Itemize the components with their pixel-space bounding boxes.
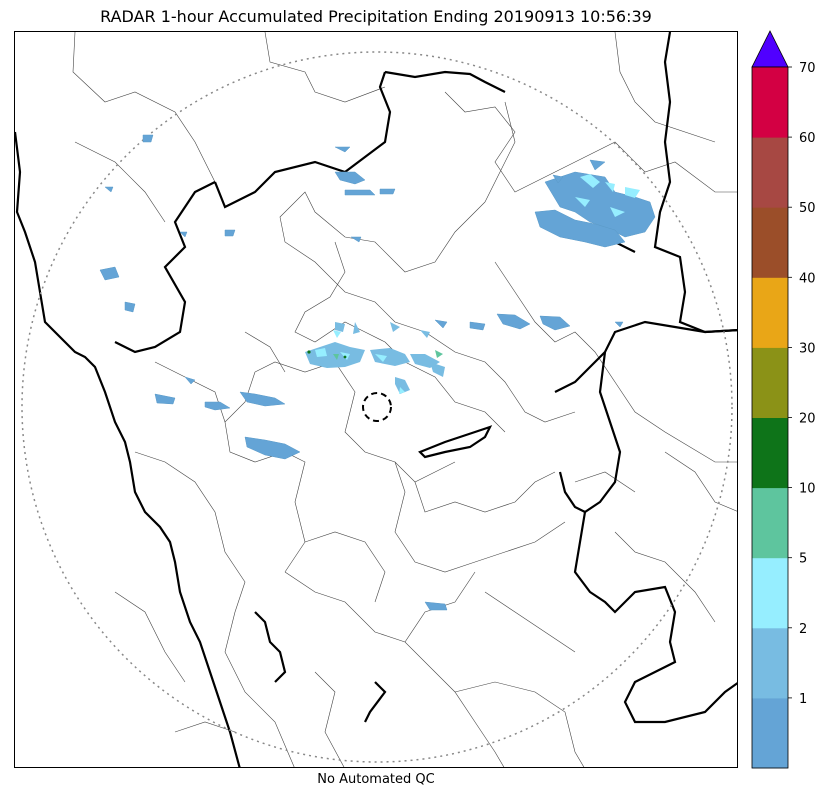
colorbar-segment (752, 277, 788, 348)
radar-range-ring (21, 51, 733, 763)
colorbar-tick-label: 1 (799, 692, 807, 707)
colorbar-tick-label: 60 (799, 131, 816, 146)
qc-note: No Automated QC (317, 772, 435, 787)
colorbar-svg: 1 2 5 10 20 30 40 50 60 70 (751, 30, 816, 769)
state-boundaries (15, 32, 737, 767)
colorbar-segment (752, 67, 788, 138)
colorbar-tick-label: 70 (799, 61, 816, 76)
colorbar-tick-label: 10 (799, 482, 816, 497)
map-canvas (15, 32, 737, 767)
colorbar-tick-label: 5 (799, 552, 807, 567)
colorbar-segment (752, 627, 788, 699)
colorbar-segment (752, 137, 788, 208)
radar-site-marker (362, 392, 392, 422)
colorbar-segment (752, 557, 788, 629)
colorbar-segment (752, 347, 788, 418)
colorbar-segment (752, 207, 788, 278)
colorbar-tick-label: 40 (799, 271, 816, 286)
chart-title: RADAR 1-hour Accumulated Precipitation E… (100, 7, 652, 26)
colorbar-tick-label: 20 (799, 412, 816, 427)
colorbar-segment (752, 487, 788, 559)
colorbar-over-triangle (751, 30, 789, 68)
colorbar-tick-label: 2 (799, 622, 807, 637)
radar-map[interactable] (14, 31, 738, 768)
colorbar-tick-label: 50 (799, 201, 816, 216)
colorbar: 1 2 5 10 20 30 40 50 60 70 (751, 30, 816, 769)
colorbar-segment (752, 417, 788, 489)
colorbar-tick-label: 30 (799, 341, 816, 356)
precipitation-echoes (99, 134, 656, 611)
colorbar-segment (752, 697, 788, 769)
